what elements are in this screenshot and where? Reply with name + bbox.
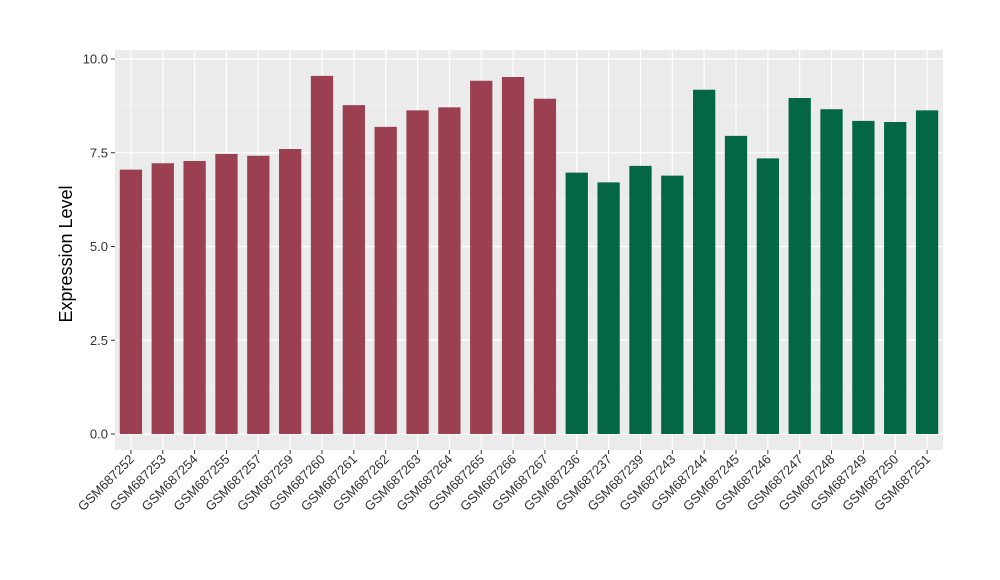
- bar-GSM687249: [852, 120, 875, 435]
- bar-GSM687245: [724, 135, 748, 435]
- bar-GSM687239: [629, 165, 652, 434]
- bars: [119, 75, 939, 435]
- bar-GSM687266: [501, 77, 525, 434]
- bar-GSM687251: [915, 110, 939, 435]
- bar-GSM687236: [565, 172, 588, 435]
- y-tick-label: 0.0: [90, 427, 108, 442]
- bar-GSM687260: [310, 75, 334, 435]
- bar-GSM687247: [788, 98, 811, 434]
- bar-GSM687263: [406, 110, 429, 435]
- plot-panel: [115, 50, 943, 450]
- bar-GSM687237: [597, 182, 620, 434]
- bar-GSM687250: [884, 122, 907, 434]
- bar-GSM687253: [151, 163, 174, 434]
- x-axis-ticks: GSM687252GSM687253GSM687254GSM687255GSM6…: [75, 450, 933, 514]
- y-tick-label: 7.5: [90, 145, 108, 160]
- bar-GSM687243: [661, 175, 684, 435]
- y-axis-title: Expression Level: [56, 185, 76, 322]
- y-tick-label: 10.0: [83, 52, 108, 67]
- bar-GSM687248: [820, 109, 843, 434]
- bar-GSM687252: [119, 169, 143, 435]
- bar-GSM687257: [247, 155, 270, 434]
- bar-GSM687265: [470, 80, 493, 434]
- bar-GSM687264: [438, 107, 461, 435]
- bar-GSM687267: [533, 98, 557, 434]
- bar-GSM687246: [756, 158, 779, 435]
- bar-GSM687244: [693, 89, 716, 434]
- bar-GSM687262: [374, 126, 397, 435]
- bar-GSM687255: [215, 153, 238, 435]
- y-tick-label: 2.5: [90, 333, 108, 348]
- y-tick-label: 5.0: [90, 239, 108, 254]
- bar-GSM687254: [183, 161, 206, 434]
- bar-GSM687259: [279, 149, 302, 434]
- y-axis-ticks: 0.0 2.5 5.0 7.5 10.0: [83, 52, 115, 442]
- bar-GSM687261: [342, 105, 365, 435]
